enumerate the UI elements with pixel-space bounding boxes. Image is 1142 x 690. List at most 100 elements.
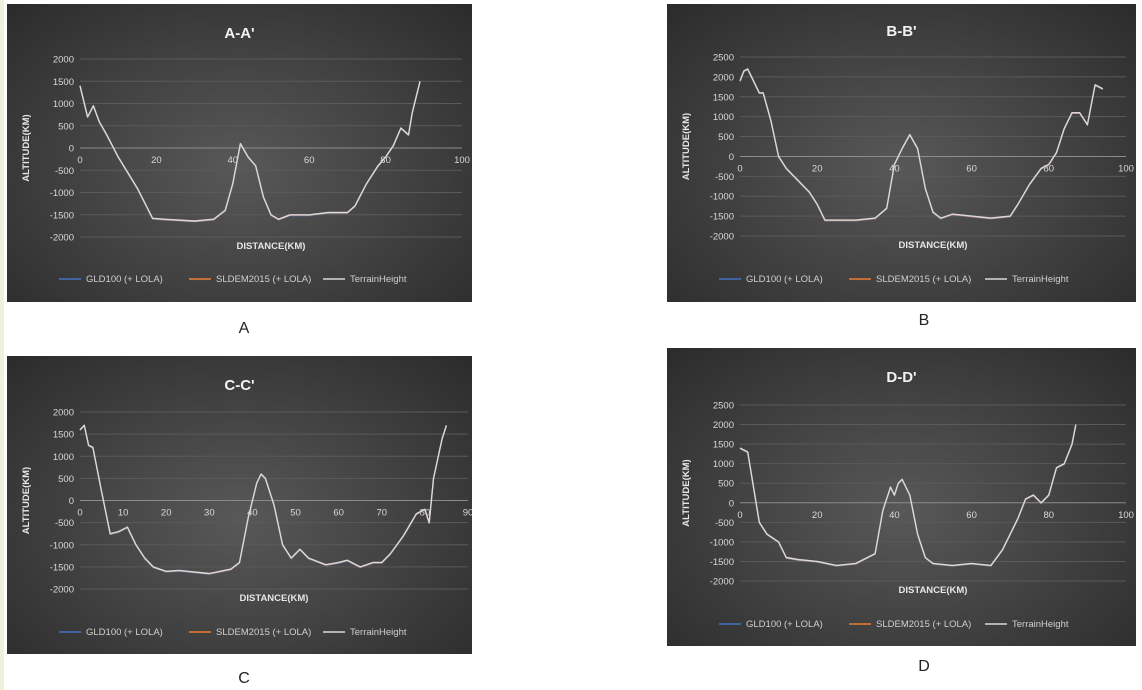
chart-panel-d: D-D' -2000 -1500 -1000 -500 0 500 1000 1500 2000 2… <box>667 348 1136 646</box>
y-tick-label: 500 <box>718 132 734 143</box>
legend-label: GLD100 (+ LOLA) <box>86 274 163 285</box>
y-tick-label: 0 <box>69 496 74 507</box>
x-tick-label: 30 <box>204 508 215 519</box>
y-tick-label: 1000 <box>713 459 734 470</box>
x-tick-label: 80 <box>380 155 391 166</box>
y-tick-label: 0 <box>729 498 734 509</box>
legend-label: SLDEM2015 (+ LOLA) <box>876 274 971 285</box>
y-tick-label: 500 <box>718 479 734 490</box>
y-tick-label: -500 <box>55 166 74 177</box>
x-axis-label: DISTANCE(KM) <box>899 585 968 596</box>
chart-panel-b: B-B' -2000 -1500 -1000 -500 0 500 1000 1500 2000 2… <box>667 4 1136 302</box>
legend-label: TerrainHeight <box>350 627 407 638</box>
x-tick-label: 90 <box>463 508 472 519</box>
y-tick-label: 500 <box>58 121 74 132</box>
x-tick-label: 20 <box>151 155 162 166</box>
series-line-gld100 <box>739 425 1077 567</box>
y-tick-label: 1000 <box>713 112 734 123</box>
legend-label: TerrainHeight <box>1012 274 1069 285</box>
chart-title: B-B' <box>886 23 916 40</box>
legend-label: TerrainHeight <box>1012 619 1069 630</box>
x-tick-label: 100 <box>1118 163 1134 174</box>
y-tick-label: -2000 <box>710 577 734 588</box>
x-axis-label: DISTANCE(KM) <box>240 593 309 604</box>
y-tick-label: 1500 <box>53 430 74 441</box>
x-tick-label: 40 <box>889 163 900 174</box>
x-tick-label: 70 <box>376 508 387 519</box>
y-tick-label: -1500 <box>50 210 74 221</box>
y-tick-label: 0 <box>69 144 74 155</box>
y-tick-label: -1000 <box>50 540 74 551</box>
chart-b-svg: B-B'-2000-1500-1000-50005001000150020002… <box>681 23 1134 285</box>
left-edge-stripe <box>0 0 4 690</box>
series-line-terrainheight <box>79 424 448 575</box>
x-tick-label: 20 <box>161 508 172 519</box>
x-tick-label: 40 <box>889 510 900 521</box>
y-tick-label: 2000 <box>713 72 734 83</box>
y-tick-label: 2500 <box>713 53 734 64</box>
series-line-terrainheight <box>739 424 1077 567</box>
y-tick-label: 1500 <box>713 440 734 451</box>
chart-panel-c: C-C' -2000 -1500 -1000 -500 0 500 1000 1500 2000 0… <box>7 356 472 654</box>
x-tick-label: 0 <box>737 510 742 521</box>
chart-title: A-A' <box>224 25 254 42</box>
sublabel-b: B <box>918 312 930 329</box>
legend-label: TerrainHeight <box>350 274 407 285</box>
x-axis-label: DISTANCE(KM) <box>899 240 968 251</box>
series-line-gld100 <box>739 69 1104 222</box>
y-tick-label: 1500 <box>713 92 734 103</box>
x-tick-label: 60 <box>966 510 977 521</box>
x-tick-label: 20 <box>812 163 823 174</box>
legend-label: GLD100 (+ LOLA) <box>746 274 823 285</box>
y-axis-label: ALTITUDE(KM) <box>21 114 32 181</box>
x-tick-label: 100 <box>1118 510 1134 521</box>
y-tick-label: -2000 <box>50 233 74 244</box>
sublabel-a: A <box>238 320 250 337</box>
series-line-terrainheight <box>739 68 1104 221</box>
x-tick-label: 60 <box>333 508 344 519</box>
series-line-terrainheight <box>79 81 421 222</box>
legend-label: SLDEM2015 (+ LOLA) <box>216 627 311 638</box>
chart-title: C-C' <box>224 377 254 394</box>
series-line-gld100 <box>79 81 421 223</box>
y-tick-label: 0 <box>729 152 734 163</box>
series-line-sldem2015 <box>739 424 1077 567</box>
y-axis-label: ALTITUDE(KM) <box>21 467 32 534</box>
x-tick-label: 20 <box>812 510 823 521</box>
x-tick-label: 10 <box>118 508 129 519</box>
y-tick-label: -1000 <box>50 188 74 199</box>
y-tick-label: -500 <box>715 172 734 183</box>
y-tick-label: -1500 <box>710 557 734 568</box>
y-tick-label: 1000 <box>53 99 74 110</box>
y-tick-label: 500 <box>58 474 74 485</box>
x-tick-label: 40 <box>228 155 239 166</box>
y-tick-label: -1000 <box>710 537 734 548</box>
x-tick-label: 80 <box>1044 163 1055 174</box>
x-tick-label: 80 <box>1044 510 1055 521</box>
chart-c-svg: C-C'-2000-1500-1000-50005001000150020000… <box>21 377 472 638</box>
y-axis-label: ALTITUDE(KM) <box>681 459 692 526</box>
chart-title: D-D' <box>886 369 916 386</box>
series-line-sldem2015 <box>79 81 421 222</box>
legend-label: SLDEM2015 (+ LOLA) <box>216 274 311 285</box>
y-tick-label: 1500 <box>53 77 74 88</box>
legend-label: SLDEM2015 (+ LOLA) <box>876 619 971 630</box>
y-tick-label: -1000 <box>710 192 734 203</box>
y-tick-label: -500 <box>55 518 74 529</box>
chart-a-svg: A-A'-2000-1500-1000-50005001000150020000… <box>21 25 470 285</box>
x-tick-label: 0 <box>77 508 82 519</box>
legend-label: GLD100 (+ LOLA) <box>746 619 823 630</box>
legend-label: GLD100 (+ LOLA) <box>86 627 163 638</box>
y-tick-label: -1500 <box>50 562 74 573</box>
x-tick-label: 40 <box>247 508 258 519</box>
y-tick-label: 2500 <box>713 401 734 412</box>
x-tick-label: 60 <box>304 155 315 166</box>
x-tick-label: 0 <box>737 163 742 174</box>
chart-panel-a: A-A' -2000 -1500 -1000 -500 0 500 1000 1500 2000 0… <box>7 4 472 302</box>
sublabel-d: D <box>918 658 930 675</box>
x-tick-label: 60 <box>966 163 977 174</box>
x-tick-label: 0 <box>77 155 82 166</box>
x-tick-label: 50 <box>290 508 301 519</box>
y-tick-label: 1000 <box>53 452 74 463</box>
y-tick-label: 2000 <box>713 420 734 431</box>
